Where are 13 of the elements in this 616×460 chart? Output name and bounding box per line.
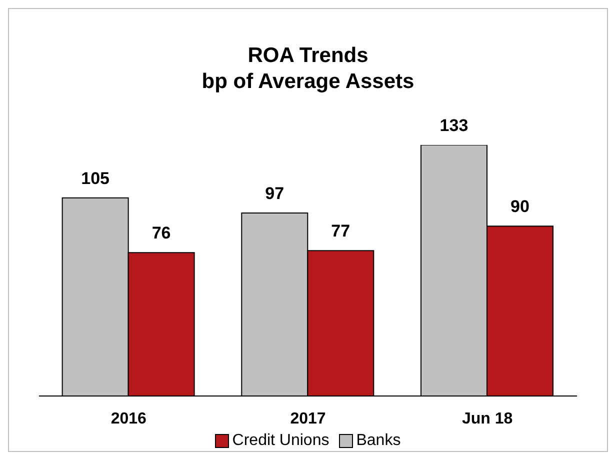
x-tick-label: 2017 <box>290 410 326 428</box>
chart-subtitle: bp of Average Assets <box>200 69 416 95</box>
data-label: 105 <box>81 168 110 188</box>
data-label: 77 <box>331 222 350 241</box>
x-tick-label: Jun 18 <box>462 410 513 428</box>
data-label: 97 <box>265 184 284 203</box>
data-label: 90 <box>510 197 530 216</box>
legend-label: Banks <box>356 432 401 450</box>
chart-title: ROA Trends <box>246 43 370 69</box>
legend-label: Credit Unions <box>232 432 330 450</box>
x-tick-label: 2016 <box>110 410 147 428</box>
data-label: 76 <box>152 224 171 243</box>
data-label: 133 <box>440 116 468 135</box>
